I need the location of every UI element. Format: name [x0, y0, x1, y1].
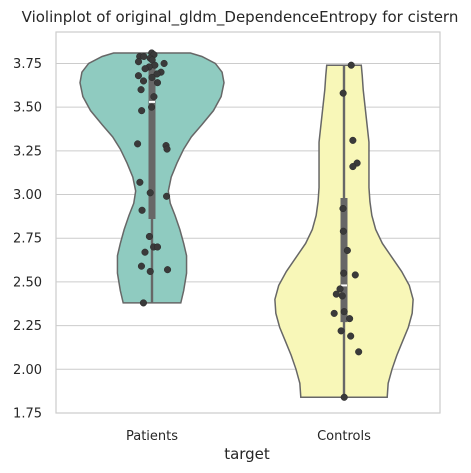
data-point [153, 243, 162, 251]
y-tick-label: 2.75 [13, 232, 42, 247]
x-axis-label: target [224, 445, 270, 463]
data-point [347, 61, 355, 69]
data-point [339, 227, 347, 235]
data-point [134, 140, 142, 148]
y-tick-label: 3.75 [13, 57, 42, 72]
data-point [134, 58, 143, 66]
plot-frame [55, 31, 441, 414]
chart-title: Violinplot of original_gldm_DependenceEn… [22, 8, 459, 27]
data-point [349, 136, 357, 144]
data-point [134, 72, 142, 80]
data-point [136, 178, 144, 186]
data-point [153, 79, 162, 87]
data-point [163, 145, 171, 153]
data-point [343, 246, 351, 255]
x-tick-label: Controls [317, 429, 371, 444]
y-tick-label: 2.25 [13, 319, 42, 334]
data-point [351, 271, 359, 279]
data-point [139, 299, 147, 307]
y-tick-label: 3.50 [13, 101, 42, 116]
data-point [336, 285, 344, 293]
data-point [347, 332, 355, 340]
data-point [339, 204, 347, 213]
data-point [349, 163, 357, 171]
data-point [338, 292, 346, 300]
data-point [140, 52, 148, 61]
violins [79, 52, 414, 399]
data-point [163, 266, 172, 274]
median-marker [341, 284, 347, 287]
data-point [332, 290, 340, 298]
data-point [146, 189, 154, 197]
data-point [145, 232, 153, 241]
data-point [330, 309, 338, 317]
y-axis: 1.75 2.00 2.25 2.50 2.75 3.00 3.25 3.50 3.75 [13, 57, 42, 422]
data-point [346, 315, 354, 323]
data-point [146, 267, 154, 275]
data-point [340, 269, 348, 277]
y-tick-label: 3.25 [13, 144, 42, 159]
y-tick-label: 1.75 [13, 407, 42, 422]
data-point [160, 59, 168, 68]
data-point [138, 107, 146, 115]
y-tick-label: 2.00 [13, 363, 42, 378]
data-point [355, 348, 363, 356]
data-point [138, 206, 146, 214]
data-point [153, 70, 161, 78]
data-point [163, 192, 171, 200]
data-points [134, 49, 363, 401]
data-point [339, 89, 347, 97]
data-point [148, 103, 156, 111]
x-tick-label: Patients [126, 429, 178, 444]
y-tick-label: 3.00 [13, 188, 42, 203]
data-point [141, 248, 149, 256]
data-point [139, 77, 148, 85]
data-point [340, 308, 348, 316]
y-tick-label: 2.50 [13, 275, 42, 290]
median-marker [149, 100, 155, 103]
data-point [150, 93, 158, 101]
data-point [137, 86, 145, 94]
x-axis: Patients Controls [126, 429, 371, 444]
data-point [137, 262, 145, 270]
data-point [337, 327, 345, 335]
data-point [141, 65, 149, 73]
data-point [148, 73, 156, 81]
data-point [340, 393, 348, 401]
